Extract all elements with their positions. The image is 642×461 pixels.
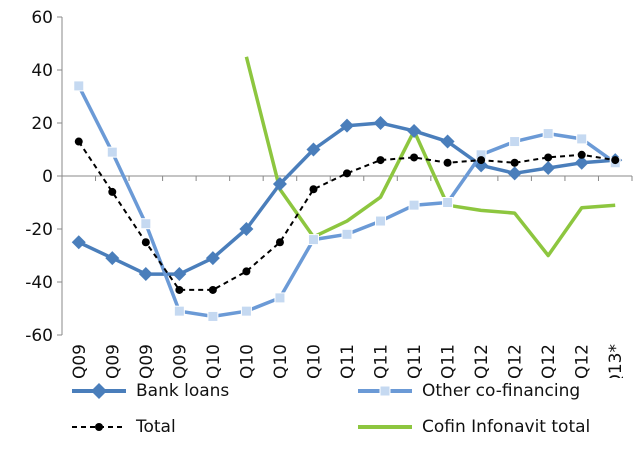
legend-swatch-bank-loans [72,383,126,399]
y-tick-label: 60 [31,8,53,28]
data-point [542,128,554,140]
data-point [141,238,150,247]
data-point [408,199,420,211]
legend-label-cofin-infonavit-total: Cofin Infonavit total [422,417,591,437]
data-point [240,305,252,317]
data-point [611,156,620,165]
x-tick-label: 4Q09 [170,344,190,378]
x-tick-label: 2Q11 [372,344,392,378]
data-point [375,215,387,227]
legend-label-other-co-financing: Other co-financing [422,381,581,401]
data-point [175,285,184,294]
data-point [410,153,419,162]
data-point [373,116,388,130]
series-cofin-infonavit-total [244,56,616,258]
x-tick-label: 1Q11 [338,344,358,378]
x-axis-tick-labels: 1Q09 2Q09 3Q09 4Q09 1Q10 2Q10 3Q10 4Q10 1Q11 2Q11… [70,344,626,378]
y-tick-label: 40 [31,61,53,81]
x-tick-label: 1Q12 [472,344,492,378]
x-tick-label: 4Q10 [304,344,324,378]
legend-item-bank-loans: Bank loans [70,378,229,404]
data-point [309,185,318,194]
legend: Bank loans Other co-financing Total Cofi… [0,378,642,461]
y-tick-label: -40 [25,273,53,293]
data-point [242,267,251,276]
legend-item-other-co-financing: Other co-financing [356,378,580,404]
data-point [442,197,454,208]
legend-swatch-other-co-financing [358,385,412,397]
data-point [541,161,556,176]
data-point [477,156,486,165]
x-tick-label: 3Q10 [271,344,291,378]
x-tick-label: 2Q09 [103,344,123,378]
y-tick-label: 0 [42,167,53,187]
data-point [140,218,152,230]
data-point [138,267,153,282]
data-point [343,169,351,178]
axes [57,16,633,336]
series-bank-loans [71,116,623,282]
data-point [407,123,422,138]
data-point [71,235,86,250]
data-point [272,176,287,191]
y-tick-label: 20 [31,114,53,134]
x-tick-label: 2Q12 [506,344,526,378]
data-point [443,158,452,167]
data-point [173,305,185,317]
data-point [239,222,254,236]
data-point [172,267,187,282]
data-point [205,251,220,266]
data-point [510,158,519,167]
data-point [207,310,219,322]
data-point [73,80,85,92]
data-point [341,228,353,240]
x-tick-label: 3Q11 [405,344,425,378]
x-tick-label: 3Q09 [137,344,157,378]
data-point [509,136,521,148]
data-point [306,142,321,157]
y-axis-tick-labels: 60 40 20 0 -20 -40 -60 [25,8,53,346]
data-point [440,134,455,149]
legend-item-cofin-infonavit-total: Cofin Infonavit total [356,414,590,440]
data-point [307,234,319,246]
data-point [105,251,120,266]
legend-item-total: Total [70,414,176,440]
data-point [74,137,83,146]
series-other-co-financing [73,80,621,322]
series-line [77,141,616,291]
series-total [74,137,620,294]
data-point [275,238,284,247]
x-tick-label: 4Q12 [573,344,593,378]
data-point [274,292,286,304]
x-tick-label: 2Q10 [237,344,257,378]
line-chart: 60 40 20 0 -20 -40 -60 1Q09 2Q09 3Q09 4Q09 1Q10 2Q1… [25,8,633,378]
data-point [544,153,553,162]
legend-label-total: Total [136,417,176,437]
data-point [574,155,589,170]
data-point [576,133,588,145]
series-line [244,56,616,258]
series-layer [71,56,623,322]
data-point [108,187,117,196]
y-tick-label: -60 [25,326,53,346]
x-tick-label: 1Q09 [70,344,90,378]
y-tick-label: -20 [25,220,53,240]
legend-swatch-total [72,423,126,431]
data-point [208,285,217,294]
x-tick-label: 1Q13* [606,344,626,378]
data-point [340,118,354,133]
data-point [507,166,522,181]
series-line [78,121,616,276]
data-point [376,156,385,165]
x-tick-label: 4Q11 [439,344,459,378]
data-point [577,150,586,159]
x-tick-label: 3Q12 [539,344,559,378]
data-point [106,146,118,158]
x-tick-label: 1Q10 [204,344,224,378]
legend-label-bank-loans: Bank loans [136,381,230,401]
legend-swatch-cofin-infonavit-total [358,425,412,429]
